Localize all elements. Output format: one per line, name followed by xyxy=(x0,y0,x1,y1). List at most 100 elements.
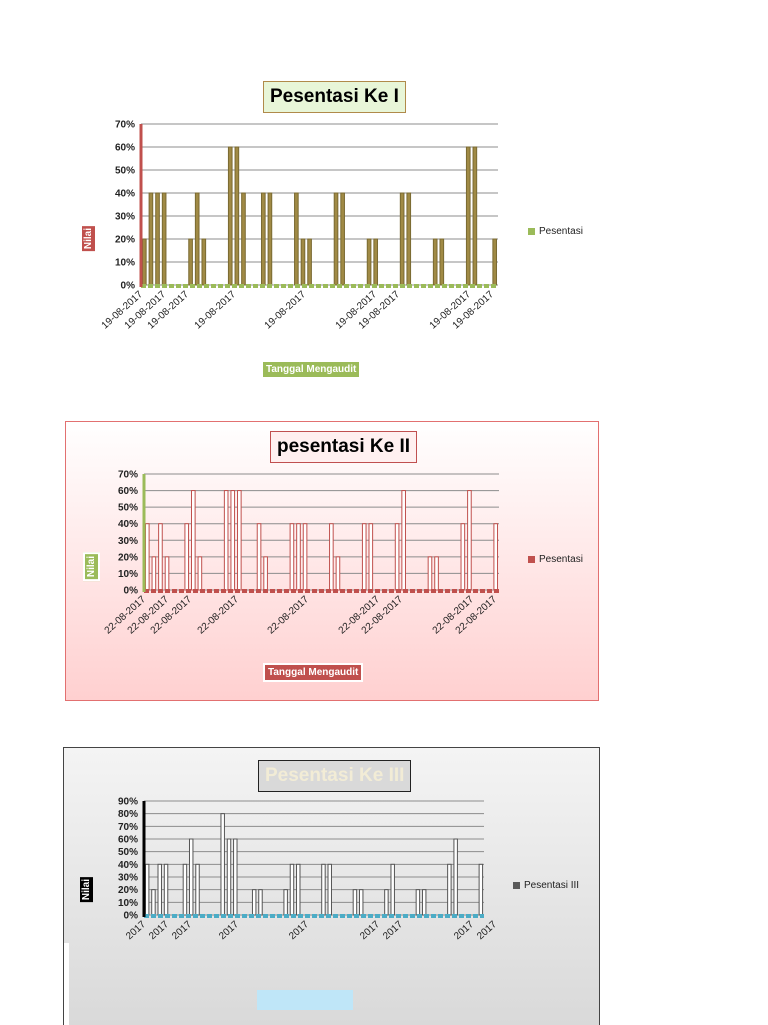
y-tick-label: 20% xyxy=(115,235,135,246)
y-tick-label: 30% xyxy=(115,212,135,223)
bar xyxy=(260,192,266,286)
y-tick-label: 40% xyxy=(115,189,135,200)
y-tick-label: 70% xyxy=(118,822,138,833)
bar xyxy=(148,192,154,286)
y-tick-label: 80% xyxy=(118,809,138,820)
x-tick-label: 2017 xyxy=(475,919,499,942)
bar xyxy=(158,523,163,591)
bar xyxy=(233,838,238,916)
bar xyxy=(361,523,367,591)
y-tick-label: 70% xyxy=(118,470,138,481)
x-tick-label: 2017 xyxy=(381,919,405,942)
chart-3: 0% 10% 20% 30% 40% 50% 60% 70% 80% 90% 2017 2017 201… xyxy=(63,747,600,1025)
bar xyxy=(384,889,389,916)
bar xyxy=(333,192,339,286)
y-tick-label: 50% xyxy=(118,503,138,514)
bar xyxy=(197,556,203,591)
bar xyxy=(267,192,273,286)
y-tick-label: 0% xyxy=(124,586,139,597)
bar xyxy=(161,192,167,286)
bar xyxy=(368,523,374,591)
x-tick-label: 19-08-2017 xyxy=(263,289,309,332)
chart-2-y-axis-label: Nilai xyxy=(83,552,100,582)
y-tick-label: 50% xyxy=(118,847,138,858)
bar xyxy=(163,863,169,916)
bar xyxy=(289,523,295,591)
bar xyxy=(263,556,268,591)
bar xyxy=(296,523,301,591)
bar xyxy=(366,238,372,286)
bar xyxy=(155,192,160,286)
bar xyxy=(421,889,427,916)
chart-1-y-axis-label: Nilai xyxy=(82,226,95,252)
chart-1-legend: Pesentasi xyxy=(528,226,583,237)
bar xyxy=(401,490,406,591)
y-tick-label: 60% xyxy=(118,486,138,497)
x-tick-label: 19-08-2017 xyxy=(193,289,239,332)
y-tick-label: 70% xyxy=(115,120,135,131)
chart-3-edge-mask xyxy=(64,943,69,1025)
bar xyxy=(241,192,246,286)
y-tick-label: 30% xyxy=(118,873,138,884)
y-tick-label: 50% xyxy=(115,166,135,177)
bar xyxy=(447,863,452,916)
x-tick-label: 2017 xyxy=(124,919,148,942)
y-tick-label: 60% xyxy=(115,143,135,154)
chart-2: 0% 10% 20% 30% 40% 50% 60% 70% 22-08-2017 22-08-2… xyxy=(65,421,599,701)
x-tick-label: 2017 xyxy=(358,919,382,942)
bar xyxy=(289,863,295,916)
bar xyxy=(164,556,170,591)
bar xyxy=(460,523,466,591)
bar xyxy=(237,490,242,591)
y-tick-label: 10% xyxy=(118,569,138,580)
x-tick-label: 22-08-2017 xyxy=(266,594,312,637)
bar xyxy=(340,192,345,286)
bar xyxy=(230,490,236,591)
bar xyxy=(406,192,412,286)
y-tick-label: 20% xyxy=(118,552,138,563)
bar xyxy=(472,146,478,286)
legend-label: Pesentasi III xyxy=(524,880,580,891)
y-tick-label: 10% xyxy=(115,258,135,269)
bar xyxy=(283,889,288,916)
bar xyxy=(467,490,472,591)
legend-label: Pesentasi xyxy=(539,226,583,237)
y-tick-label: 0% xyxy=(121,281,136,292)
bar xyxy=(184,523,190,591)
chart-3-legend: Pesentasi III xyxy=(513,880,579,891)
y-tick-label: 40% xyxy=(118,860,138,871)
bar xyxy=(234,146,240,286)
chart-3-plot: 0%10%20%30%40%50%60%70%80%90%2017 2017 201… xyxy=(118,797,499,943)
bar xyxy=(465,146,471,286)
bar xyxy=(296,863,301,916)
bar xyxy=(358,889,364,916)
bar xyxy=(493,523,499,591)
bar xyxy=(453,838,458,916)
y-tick-label: 0% xyxy=(124,911,139,922)
bar xyxy=(335,556,341,591)
chart-1: 0% 10% 20% 30% 40% 50% 60% 70% 19-08-2017 19-08-2… xyxy=(0,0,768,400)
x-tick-label: 2017 xyxy=(217,919,241,942)
bar xyxy=(302,523,308,591)
y-tick-label: 10% xyxy=(118,898,138,909)
bar xyxy=(329,523,334,591)
legend-swatch xyxy=(528,556,535,563)
bar xyxy=(399,192,405,286)
bar xyxy=(151,556,157,591)
bar xyxy=(300,238,306,286)
bar xyxy=(188,238,193,286)
bar xyxy=(223,490,229,591)
chart-2-legend: Pesentasi xyxy=(528,554,583,565)
bar xyxy=(227,146,233,286)
bar xyxy=(327,863,332,916)
bar xyxy=(195,863,200,916)
x-tick-label: 2017 xyxy=(147,919,171,942)
bar xyxy=(307,238,312,286)
x-tick-label: 2017 xyxy=(287,919,311,942)
y-tick-label: 20% xyxy=(118,885,138,896)
bar xyxy=(201,238,207,286)
bar xyxy=(394,523,400,591)
x-tick-label: 2017 xyxy=(170,919,194,942)
bar xyxy=(434,556,439,591)
bar xyxy=(151,889,156,916)
